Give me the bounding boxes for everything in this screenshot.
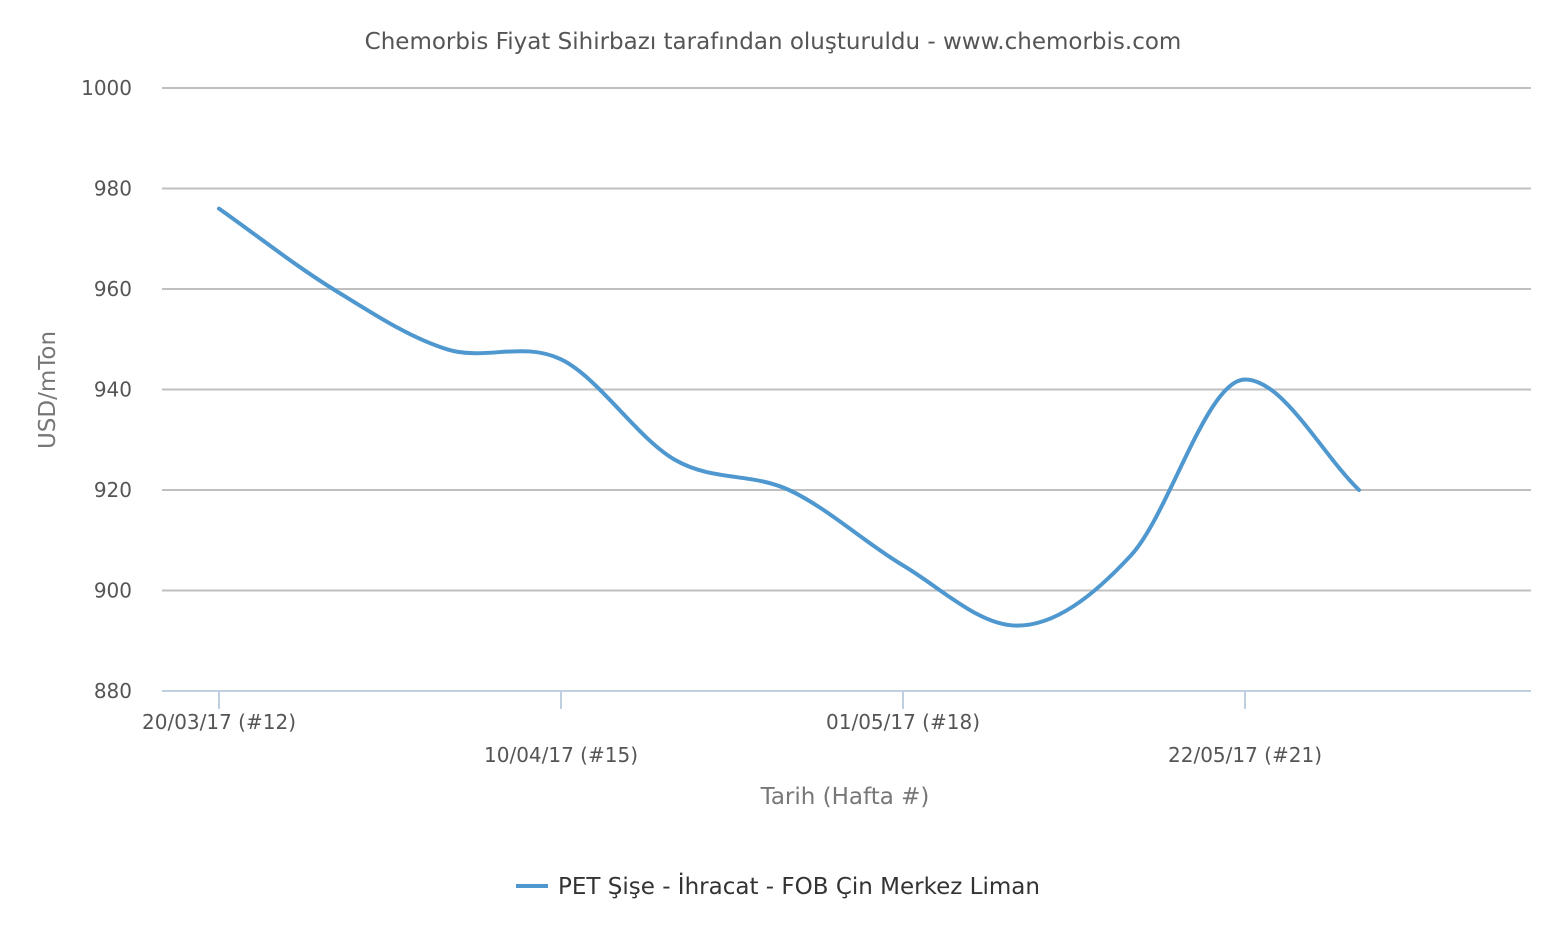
data-point[interactable] bbox=[1014, 623, 1020, 629]
series-layer bbox=[216, 206, 1362, 629]
y-tick-label: 960 bbox=[94, 277, 132, 301]
y-tick-label: 940 bbox=[94, 378, 132, 402]
data-point[interactable] bbox=[330, 286, 336, 292]
data-point[interactable] bbox=[558, 356, 564, 362]
data-point[interactable] bbox=[786, 487, 792, 493]
series-line[interactable] bbox=[217, 206, 1361, 628]
y-tick-label: 920 bbox=[94, 478, 132, 502]
x-axis-title: Tarih (Hafta #) bbox=[760, 784, 930, 810]
data-point[interactable] bbox=[216, 206, 222, 212]
x-tick-label: 22/05/17 (#21) bbox=[1168, 743, 1322, 767]
x-tick-label: 20/03/17 (#12) bbox=[142, 710, 296, 734]
y-tick-label: 880 bbox=[94, 679, 132, 703]
y-tick-label: 900 bbox=[94, 579, 132, 603]
data-point[interactable] bbox=[444, 346, 450, 352]
x-tick-label: 01/05/17 (#18) bbox=[826, 710, 980, 734]
y-axis-title: USD/mTon bbox=[35, 331, 61, 449]
y-tick-label: 980 bbox=[94, 177, 132, 201]
grid bbox=[162, 87, 1531, 692]
chart-title: Chemorbis Fiyat Sihirbazı tarafından olu… bbox=[365, 29, 1182, 55]
data-point[interactable] bbox=[672, 457, 678, 463]
data-point[interactable] bbox=[1356, 487, 1362, 493]
x-axis: 20/03/17 (#12) 10/04/17 (#15) 01/05/17 (#1… bbox=[142, 691, 1322, 767]
data-point[interactable] bbox=[1128, 552, 1134, 558]
legend-label: PET Şişe - İhracat - FOB Çin Merkez Lima… bbox=[558, 872, 1040, 900]
y-tick-label: 1000 bbox=[81, 76, 132, 100]
legend[interactable]: PET Şişe - İhracat - FOB Çin Merkez Lima… bbox=[516, 872, 1040, 900]
x-tick-label: 10/04/17 (#15) bbox=[484, 743, 638, 767]
y-axis: 880 900 920 940 960 980 1000 bbox=[81, 76, 132, 703]
data-point[interactable] bbox=[900, 562, 906, 568]
data-point[interactable] bbox=[1242, 376, 1248, 382]
